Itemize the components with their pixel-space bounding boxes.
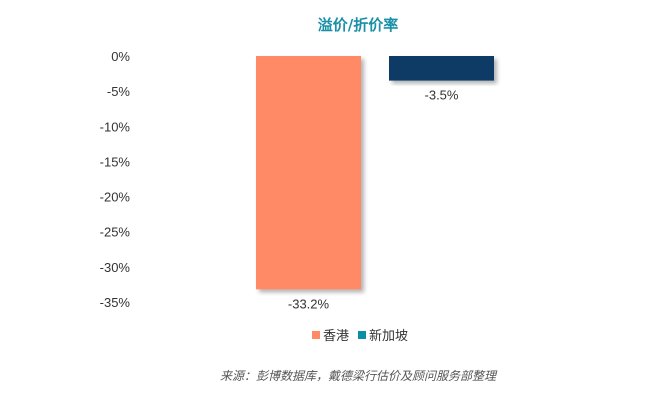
- y-tick-label: -25%: [100, 225, 131, 240]
- data-label: -33.2%: [288, 296, 330, 311]
- y-tick-label: -20%: [100, 190, 131, 205]
- y-axis: 0% -5% -10% -15% -20% -25% -30% -35%: [100, 49, 131, 310]
- legend: 香港 新加坡: [312, 328, 408, 344]
- bars: [256, 56, 494, 290]
- legend-swatch: [358, 331, 366, 339]
- legend-label: 新加坡: [369, 328, 408, 344]
- legend-label: 香港: [323, 329, 349, 344]
- y-tick-label: -35%: [100, 295, 131, 310]
- y-tick-label: -15%: [100, 154, 131, 169]
- y-tick-label: -5%: [107, 84, 131, 99]
- bar-singapore: [389, 56, 494, 81]
- data-label: -3.5%: [425, 88, 459, 103]
- data-labels: -33.2% -3.5%: [288, 88, 459, 312]
- legend-swatch: [312, 331, 320, 339]
- y-tick-label: 0%: [111, 49, 130, 64]
- chart-title: 溢价/折价率: [318, 16, 398, 34]
- y-tick-label: -30%: [100, 260, 131, 275]
- bar-hong-kong: [256, 56, 361, 290]
- y-tick-label: -10%: [100, 119, 131, 134]
- source-note: 来源：彭博数据库，戴德梁行估价及顾问服务部整理: [220, 369, 498, 383]
